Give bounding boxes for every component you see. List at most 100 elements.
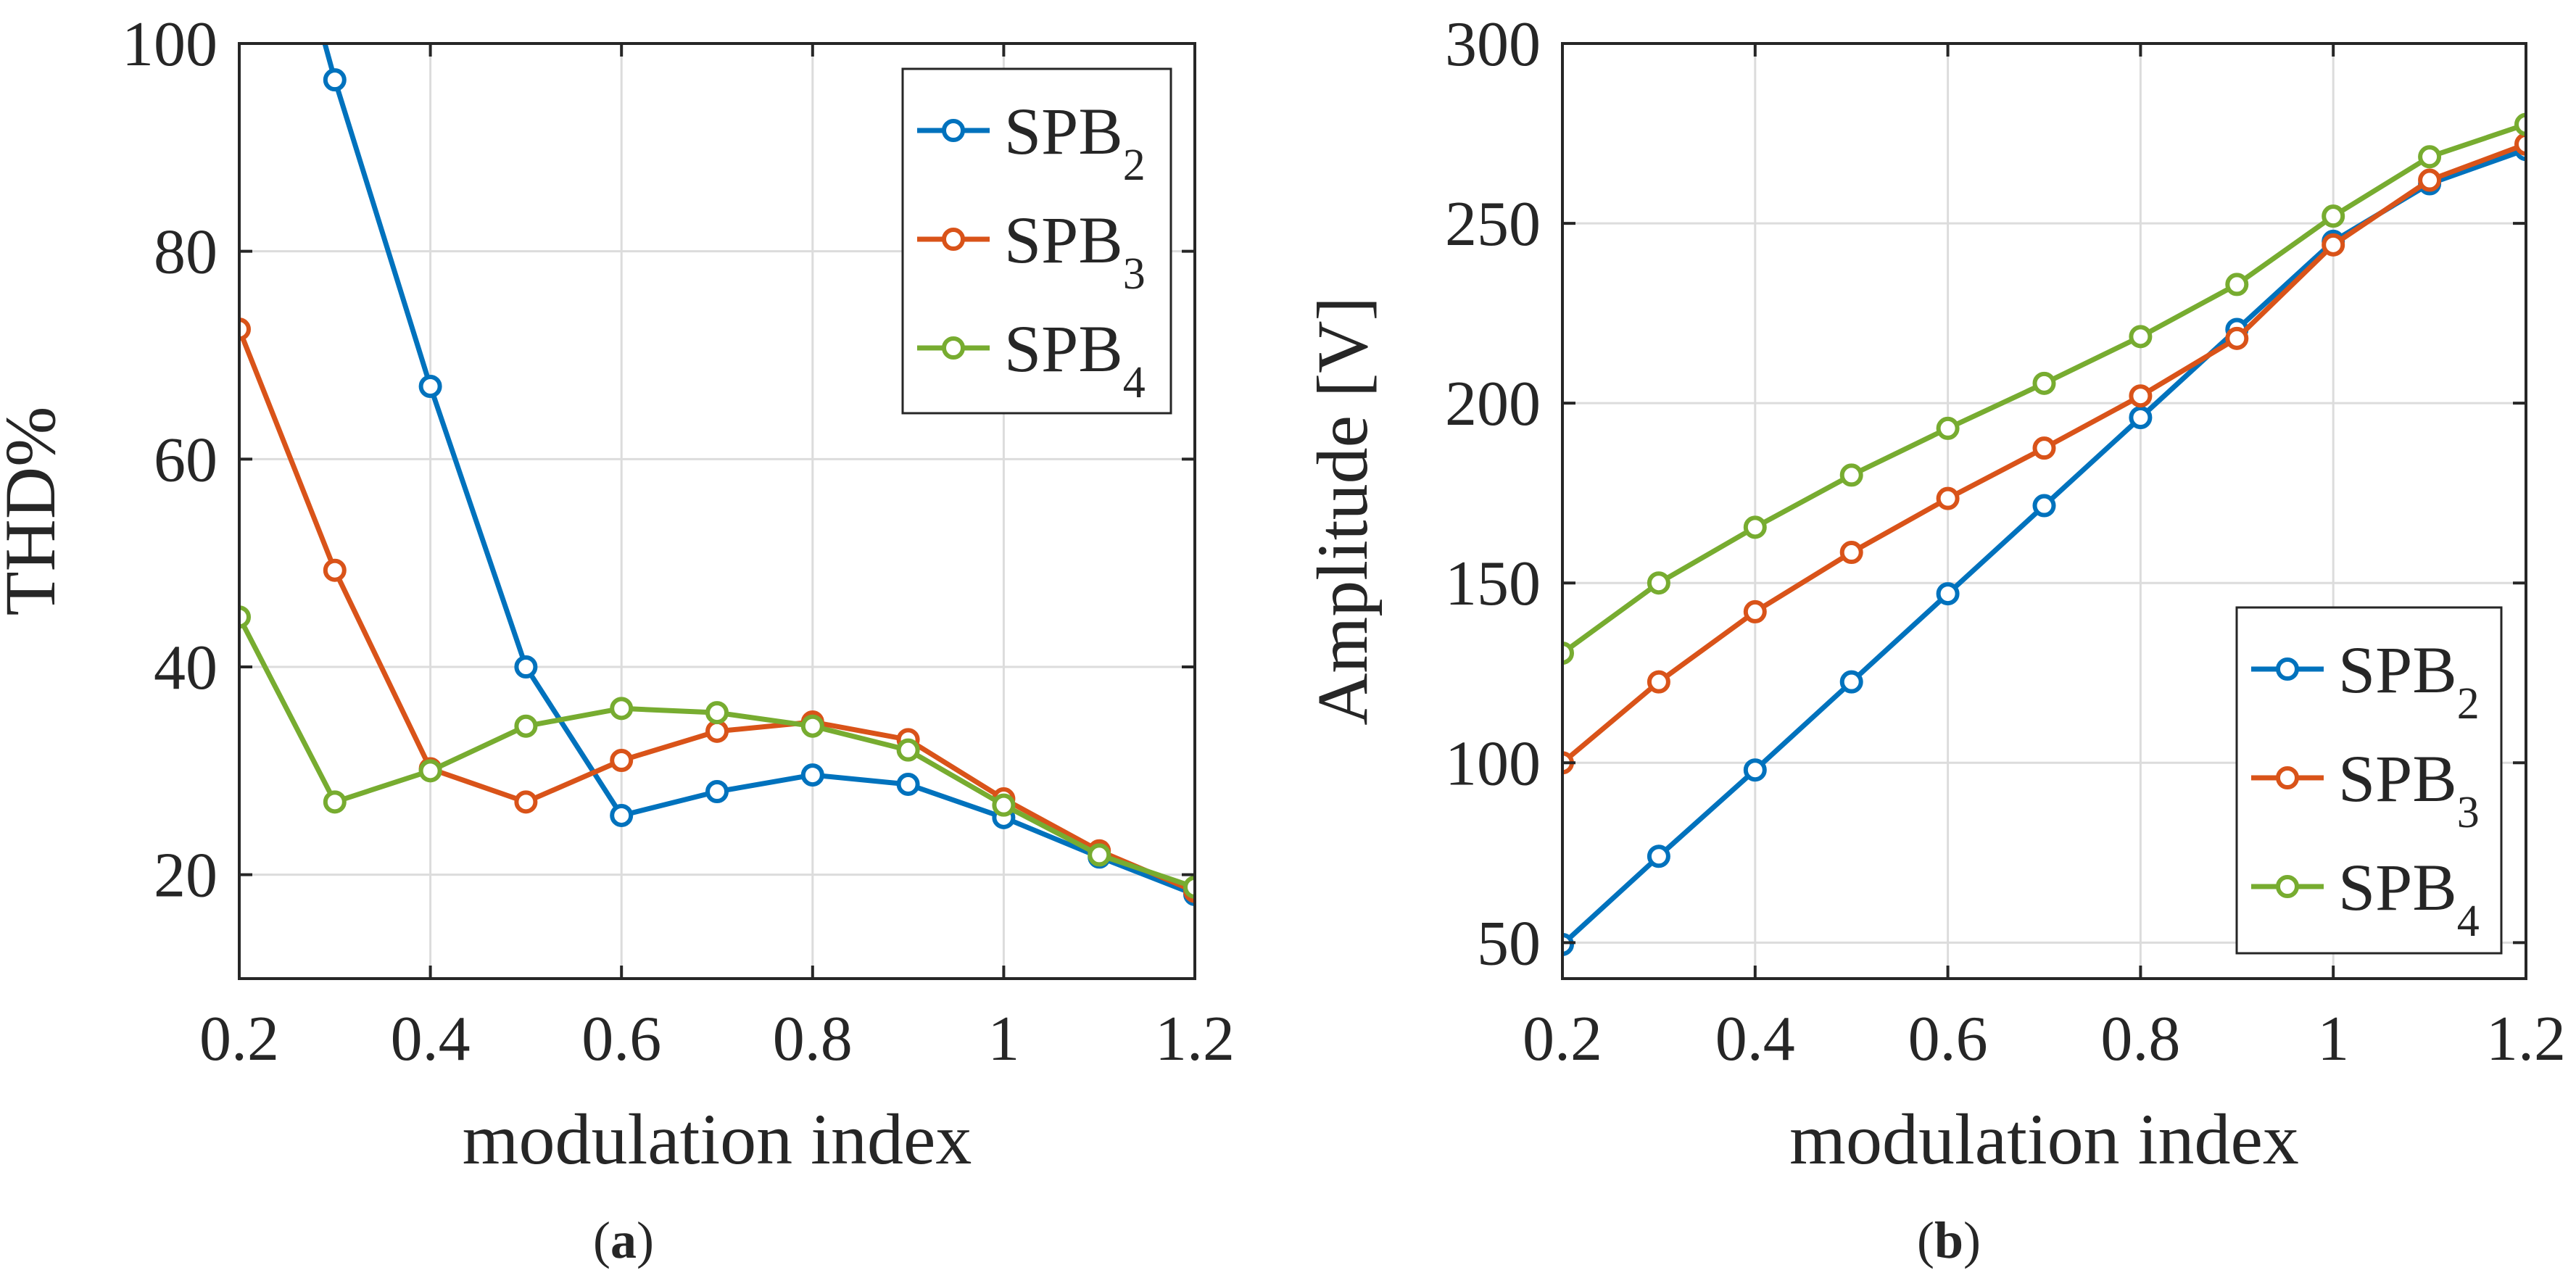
chart-b-series-4-point-0: [1562, 641, 1574, 665]
chart-b-legend-label-sub-3: 3: [2457, 788, 2480, 837]
chart-b-series-3-point-7: [2225, 326, 2249, 350]
chart-a-x-tick-label-2: 0.6: [581, 1004, 661, 1074]
chart-a-series-4-point-9: [1088, 843, 1111, 867]
chart-a-legend-label-4: SPB4: [1004, 312, 1146, 407]
chart-a-series-2-point-6: [800, 763, 824, 787]
chart-a-legend-swatch-marker-4: [942, 336, 965, 360]
chart-a-legend-label-name-4: SPB: [1004, 312, 1123, 386]
chart-a-series-3-point-3: [514, 790, 538, 814]
chart-a-series-3-point-5: [705, 719, 729, 743]
chart-a-series-4-point-3: [514, 714, 538, 738]
chart-b-x-tick-label-4: 1: [2317, 1004, 2349, 1074]
chart-a-caption-letter: a: [610, 1211, 637, 1269]
chart-b-y-axis-label: Amplitude [V]: [1302, 296, 1383, 726]
chart-a-legend-swatch-marker-2: [942, 119, 965, 142]
chart-a-series-4-point-1: [323, 790, 347, 814]
chart-b-series-3-point-8: [2322, 233, 2345, 257]
chart-b-y-tick-label-3: 200: [1445, 369, 1541, 439]
chart-b-series-2-point-3: [1839, 670, 1863, 694]
chart-b-x-tick-label-2: 0.6: [1908, 1004, 1988, 1074]
chart-a-legend-label-sub-2: 2: [1123, 141, 1146, 190]
chart-a-series-4-point-4: [610, 697, 634, 721]
chart-b-series-2-point-0: [1562, 932, 1574, 956]
panel-b-amplitude-chart: 0.2 0.4 0.6 0.8 1 1.2 50 100 150 200 250 300 modulat…: [1302, 9, 2566, 1269]
chart-a-y-tick-label-3: 80: [154, 217, 218, 288]
chart-b-series-4-point-9: [2418, 145, 2442, 169]
chart-b-legend-label-3: SPB3: [2338, 742, 2480, 837]
chart-a-series-2-point-5: [705, 780, 729, 803]
chart-a-y-tick-label-2: 60: [154, 425, 218, 495]
chart-a-series-3-point-1: [323, 558, 347, 582]
chart-b-legend-label-sub-2: 2: [2457, 679, 2480, 729]
panel-a-thd-chart: 0.2 0.4 0.6 0.8 1 1.2 20 40 60 80 100 modulation in…: [0, 9, 1235, 1269]
chart-b-panel-caption: (b): [1917, 1211, 1981, 1269]
chart-a-series-4-point-10: [1183, 875, 1195, 899]
chart-b-series-3-point-9: [2418, 168, 2442, 192]
chart-b-series-4-point-7: [2225, 273, 2249, 296]
chart-a-series-2-point-2: [418, 375, 442, 398]
chart-a-y-tick-label-1: 40: [154, 633, 218, 703]
chart-a-x-axis-label: modulation index: [463, 1099, 972, 1179]
chart-a-series-4-point-2: [418, 759, 442, 783]
chart-b-series-2-point-4: [1936, 582, 1960, 606]
chart-b-series-3-point-5: [2032, 436, 2056, 460]
chart-b-series-4-point-4: [1936, 416, 1960, 440]
chart-a-x-tick-label-0: 0.2: [199, 1004, 279, 1074]
chart-b-series-2-point-6: [2129, 406, 2153, 429]
chart-b-series-4-point-2: [1743, 515, 1767, 539]
chart-b-series-3-point-3: [1839, 541, 1863, 565]
chart-b-legend-swatch-marker-2: [2276, 657, 2299, 681]
chart-b-series-3-point-10: [2514, 132, 2526, 156]
chart-a-series-4-point-6: [800, 714, 824, 738]
chart-a-legend-label-name-3: SPB: [1004, 203, 1123, 277]
chart-b-y-tick-label-2: 150: [1445, 549, 1541, 619]
chart-a-legend-label-name-2: SPB: [1004, 94, 1123, 168]
chart-b-y-tick-label-1: 100: [1445, 729, 1541, 799]
chart-a-axes-box: [238, 42, 1196, 980]
chart-a-legend-swatch-marker-3: [942, 228, 965, 251]
chart-b-axes-box: [1561, 42, 2527, 980]
chart-b-x-tick-label-3: 0.8: [2100, 1004, 2180, 1074]
chart-b-series-4-point-5: [2032, 371, 2056, 395]
chart-b-caption-close-paren: ): [1963, 1211, 1981, 1269]
chart-b-y-tick-label-5: 300: [1445, 9, 1541, 80]
chart-b-x-axis-label: modulation index: [1789, 1099, 2299, 1179]
chart-b-series-3-point-6: [2129, 384, 2153, 408]
chart-a-x-tick-label-3: 0.8: [773, 1004, 853, 1074]
chart-a-series-2-point-4: [610, 803, 634, 827]
chart-a-legend-label-3: SPB3: [1004, 203, 1146, 299]
chart-b-x-tick-label-0: 0.2: [1523, 1004, 1602, 1074]
chart-a-caption-close-paren: ): [637, 1211, 654, 1269]
chart-a-series-2-point-7: [896, 772, 920, 796]
chart-b-y-tick-label-0: 50: [1477, 908, 1541, 979]
chart-a-panel-caption: (a): [593, 1211, 654, 1269]
chart-a-series-4-point-8: [992, 793, 1016, 817]
chart-a-x-tick-label-4: 1: [987, 1004, 1019, 1074]
chart-a-series-2-point-3: [514, 655, 538, 679]
chart-a-legend-label-sub-4: 4: [1123, 358, 1146, 407]
chart-b-legend-label-sub-4: 4: [2457, 897, 2480, 946]
chart-a-series-3-point-0: [239, 318, 251, 341]
chart-b-series-3-point-2: [1743, 599, 1767, 623]
chart-b-legend-label-name-2: SPB: [2338, 633, 2457, 707]
chart-b-legend-label-name-4: SPB: [2338, 850, 2457, 924]
chart-a-legend-label-2: SPB2: [1004, 94, 1146, 190]
chart-a-series-4-point-5: [705, 701, 729, 725]
chart-a-x-tick-label-5: 1.2: [1155, 1004, 1235, 1074]
chart-b-series-4-point-6: [2129, 325, 2153, 349]
chart-a-series-4-point-0: [239, 605, 251, 629]
chart-b-caption-letter: b: [1934, 1211, 1963, 1269]
chart-b-legend-label-name-3: SPB: [2338, 742, 2457, 816]
chart-b-series-4-point-3: [1839, 463, 1863, 487]
chart-b-series-4-point-8: [2322, 204, 2345, 228]
chart-b-series-3-point-1: [1647, 670, 1670, 694]
chart-a-series-4-point-7: [896, 738, 920, 762]
chart-b-caption-open-paren: (: [1917, 1211, 1934, 1269]
chart-b-legend-label-2: SPB2: [2338, 633, 2480, 729]
chart-b-legend-swatch-marker-4: [2276, 875, 2299, 898]
chart-a-y-tick-label-0: 20: [154, 841, 218, 911]
chart-a-series-group: [239, 43, 1195, 906]
chart-a-legend-label-sub-3: 3: [1123, 249, 1146, 299]
